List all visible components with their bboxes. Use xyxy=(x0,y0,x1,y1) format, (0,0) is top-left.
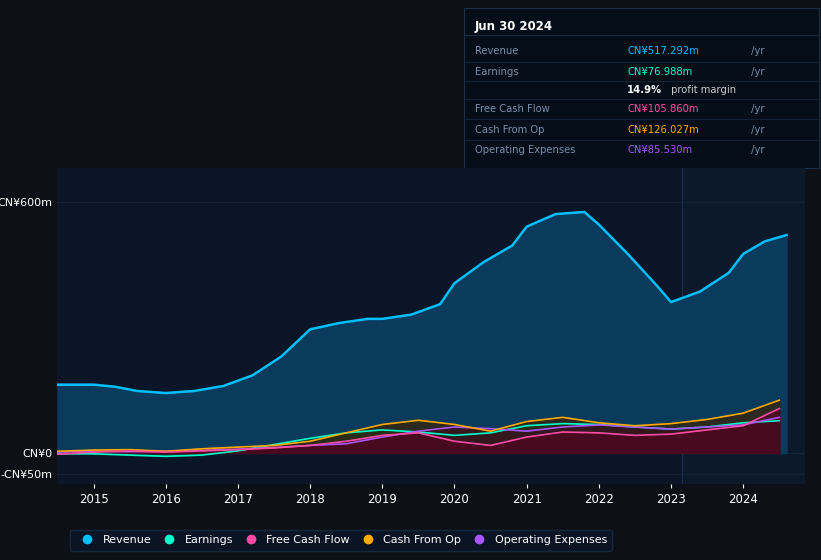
Text: Earnings: Earnings xyxy=(475,67,518,77)
Text: Jun 30 2024: Jun 30 2024 xyxy=(475,20,553,32)
Text: Operating Expenses: Operating Expenses xyxy=(475,146,575,156)
Bar xyxy=(682,168,805,484)
Legend: Revenue, Earnings, Free Cash Flow, Cash From Op, Operating Expenses: Revenue, Earnings, Free Cash Flow, Cash … xyxy=(71,530,612,550)
Text: /yr: /yr xyxy=(748,125,764,135)
Text: CN¥85.530m: CN¥85.530m xyxy=(627,146,692,156)
Text: /yr: /yr xyxy=(748,146,764,156)
Text: /yr: /yr xyxy=(748,67,764,77)
Text: 14.9%: 14.9% xyxy=(627,85,663,95)
Text: /yr: /yr xyxy=(748,46,764,57)
Text: profit margin: profit margin xyxy=(667,85,736,95)
Text: CN¥126.027m: CN¥126.027m xyxy=(627,125,699,135)
Text: /yr: /yr xyxy=(748,104,764,114)
Text: Free Cash Flow: Free Cash Flow xyxy=(475,104,549,114)
Text: Cash From Op: Cash From Op xyxy=(475,125,544,135)
Text: Revenue: Revenue xyxy=(475,46,518,57)
Text: CN¥76.988m: CN¥76.988m xyxy=(627,67,692,77)
Text: CN¥105.860m: CN¥105.860m xyxy=(627,104,699,114)
Text: CN¥517.292m: CN¥517.292m xyxy=(627,46,699,57)
